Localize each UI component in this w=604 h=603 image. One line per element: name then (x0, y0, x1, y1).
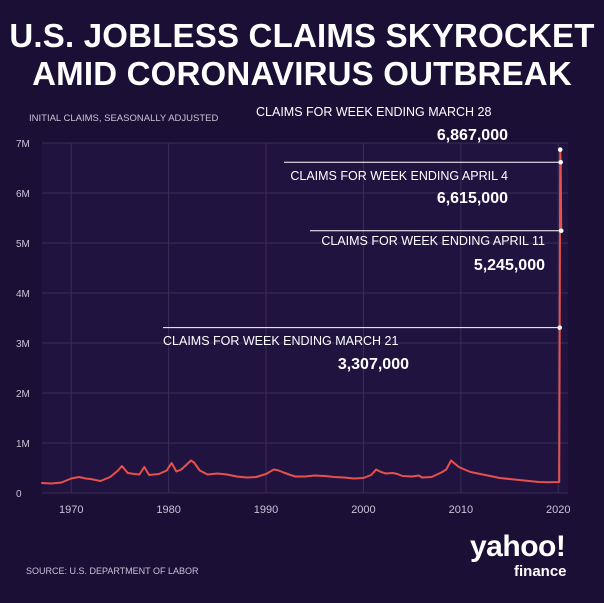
annotation-dot (558, 159, 563, 165)
y-tick-label: 2M (16, 389, 30, 400)
y-tick-label: 4M (16, 289, 30, 300)
y-tick-label: 1M (16, 439, 30, 450)
annotation-dot (557, 147, 563, 152)
y-axis-label: INITIAL CLAIMS, SEASONALLY ADJUSTED (29, 113, 218, 124)
y-tick-label: 6M (16, 189, 30, 200)
x-tick-label: 2020 (546, 504, 570, 516)
annotation-value: 6,615,000 (437, 190, 508, 207)
source-note: SOURCE: U.S. DEPARTMENT OF LABOR (26, 566, 199, 576)
annotation-dot (558, 228, 564, 234)
annotation-label: CLAIMS FOR WEEK ENDING MARCH 28 (256, 105, 491, 119)
y-tick-label: 7M (16, 139, 30, 150)
x-tick-label: 2000 (351, 504, 375, 516)
annotation-label: CLAIMS FOR WEEK ENDING APRIL 4 (290, 169, 508, 183)
annotation-dot (557, 325, 563, 330)
annotation-label: CLAIMS FOR WEEK ENDING APRIL 11 (321, 234, 545, 248)
plot-area (42, 143, 568, 493)
x-tick-label: 1980 (156, 504, 180, 516)
chart-title-line-2: AMID CORONAVIRUS OUTBREAK (32, 55, 572, 92)
y-tick-label: 0 (16, 489, 22, 500)
annotation-value: 6,867,000 (437, 127, 508, 144)
annotation-label: CLAIMS FOR WEEK ENDING MARCH 21 (163, 334, 398, 348)
yahoo-logo: yahoo! (470, 530, 566, 563)
y-tick-label: 5M (16, 239, 30, 250)
x-tick-label: 1990 (254, 504, 278, 516)
x-tick-label: 1970 (59, 504, 83, 516)
finance-logo-subtext: finance (514, 563, 567, 580)
x-tick-label: 2010 (449, 504, 473, 516)
chart-title-line-1: U.S. JOBLESS CLAIMS SKYROCKET (9, 17, 595, 54)
claims-series-line (41, 148, 563, 485)
annotation-value: 3,307,000 (338, 356, 409, 373)
y-tick-label: 3M (16, 339, 30, 350)
annotation-value: 5,245,000 (474, 257, 545, 274)
